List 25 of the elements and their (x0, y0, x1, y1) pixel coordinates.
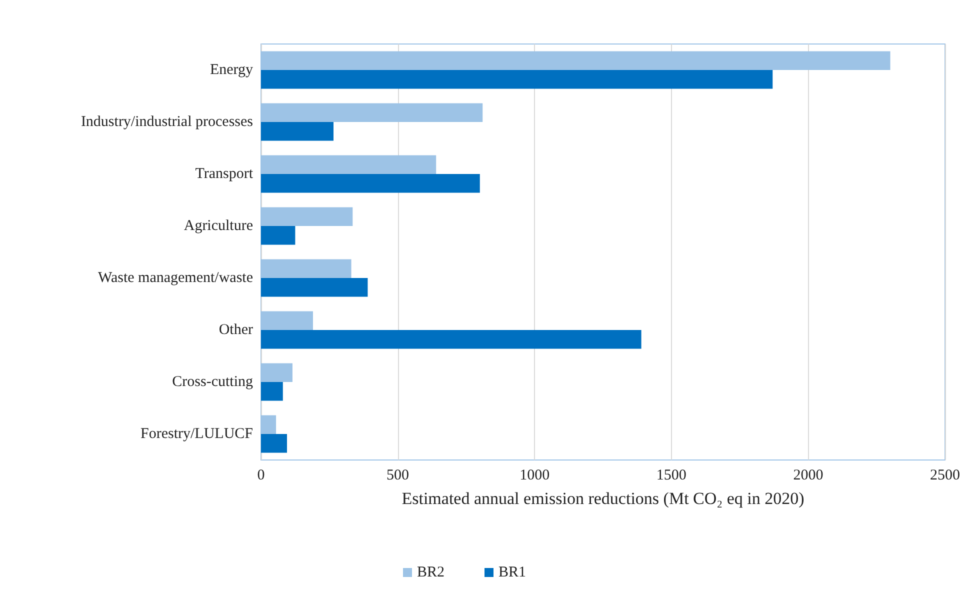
bar (261, 70, 773, 89)
y-tick-label: Other (218, 322, 253, 338)
x-tick-label: 2000 (793, 468, 824, 484)
bar (261, 330, 642, 349)
bar (261, 278, 368, 297)
bar (261, 434, 287, 453)
bar (261, 122, 334, 141)
x-tick-label: 0 (257, 468, 265, 484)
bar (261, 382, 283, 401)
y-tick-label: Industry/industrial processes (80, 114, 254, 130)
bar (261, 174, 480, 193)
y-tick-label: Energy (210, 62, 254, 78)
x-axis-title: Estimated annual emission reductions (Mt CO₂ eq in 2020) (402, 489, 804, 508)
legend-label: BR1 (498, 564, 526, 580)
y-tick-label: Cross-cutting (172, 374, 254, 390)
y-tick-label: Agriculture (184, 218, 254, 234)
x-tick-label: 1000 (520, 468, 550, 484)
y-tick-label: Forestry/LULUCF (140, 426, 253, 442)
y-tick-label: Waste management/waste (98, 270, 254, 286)
y-tick-label: Transport (195, 166, 254, 182)
x-tick-label: 500 (386, 468, 410, 484)
x-tick-label: 2500 (930, 468, 960, 484)
x-tick-label: 1500 (656, 468, 686, 484)
legend-label: BR2 (417, 564, 445, 580)
bar (261, 226, 296, 245)
